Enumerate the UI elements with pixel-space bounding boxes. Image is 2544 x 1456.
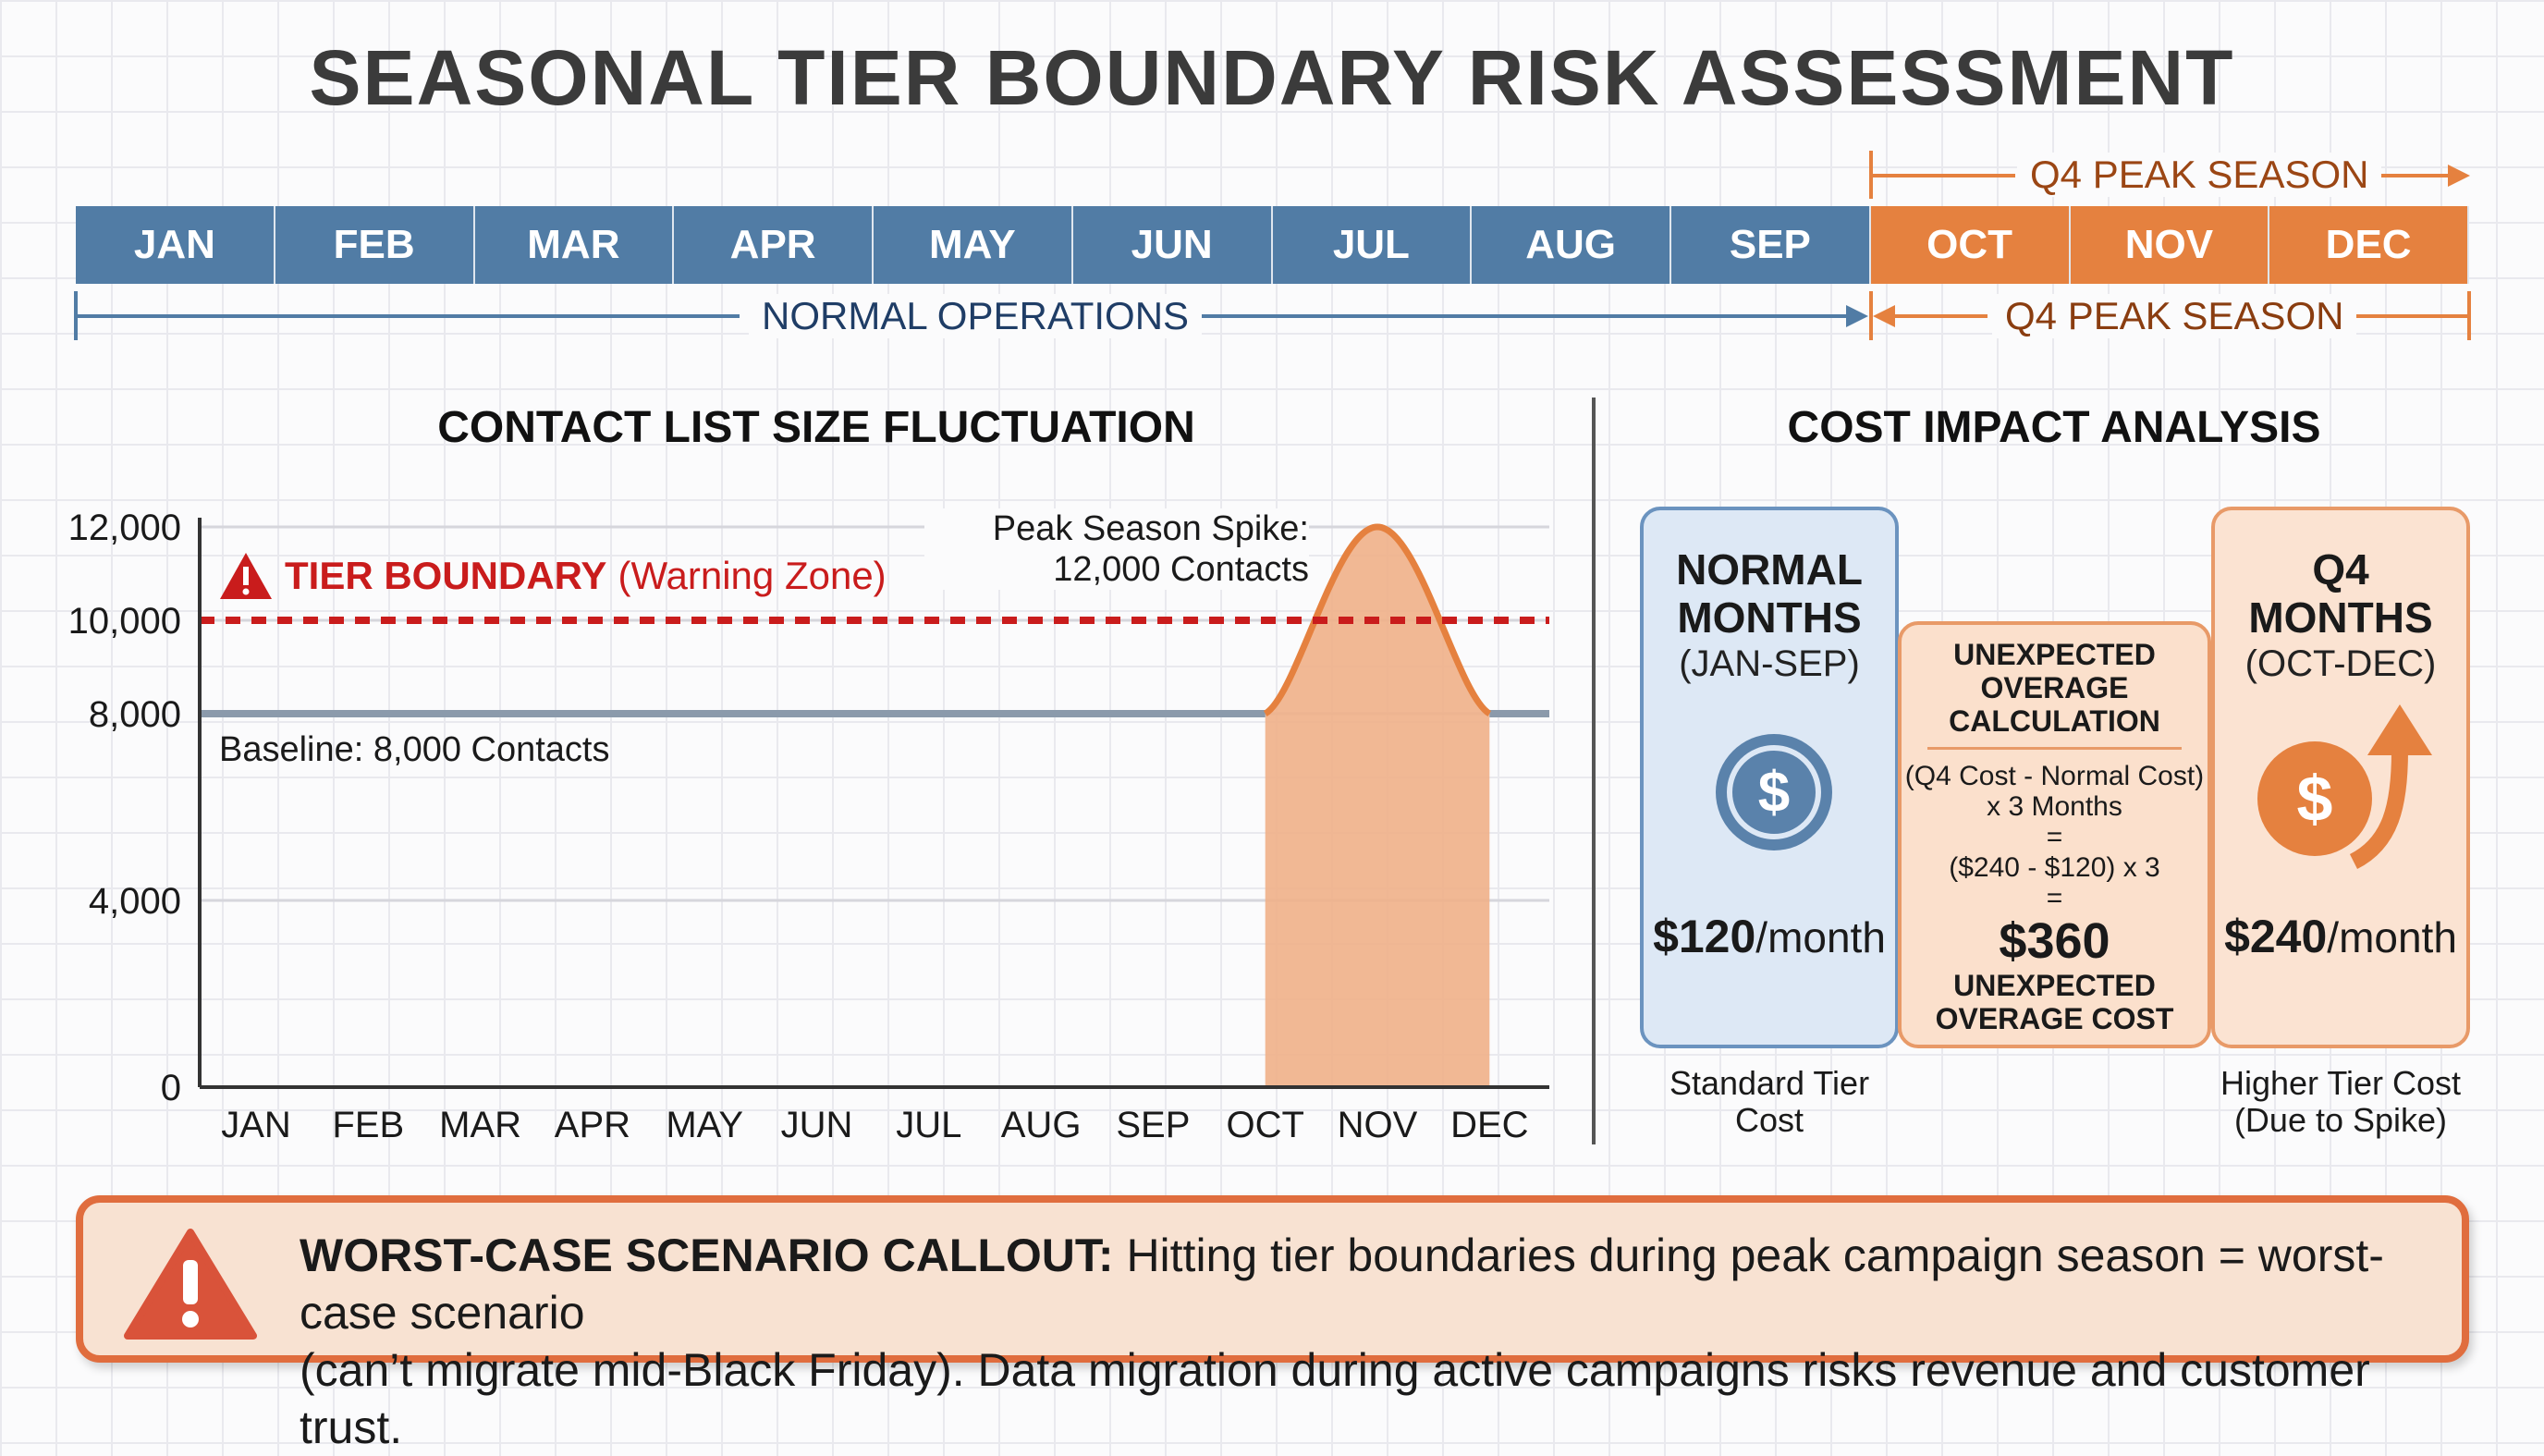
normal-price-amount: $120 — [1653, 911, 1756, 962]
normal-price-unit: /month — [1755, 913, 1886, 961]
worst-case-callout: WORST-CASE SCENARIO CALLOUT: Hitting tie… — [76, 1195, 2469, 1453]
y-tick-label: 10,000 — [68, 601, 181, 642]
x-tick-label: JUL — [896, 1105, 961, 1145]
overage-amount: $360 — [1999, 913, 2110, 969]
month-cell-may: MAY — [874, 206, 1073, 284]
q4-card-title: Q4 MONTHS — [2248, 545, 2433, 642]
month-cell-apr: APR — [674, 206, 874, 284]
month-cell-mar: MAR — [474, 206, 675, 284]
overage-title-2: OVERAGE — [1980, 671, 2129, 704]
month-cell-jun: JUN — [1072, 206, 1273, 284]
page-title: SEASONAL TIER BOUNDARY RISK ASSESSMENT — [309, 34, 2235, 121]
month-cell-jan: JAN — [76, 206, 275, 284]
q4-price-unit: /month — [2327, 913, 2457, 961]
section-divider — [1592, 398, 1596, 1144]
month-cell-jul: JUL — [1272, 206, 1473, 284]
higher-caption-1: Higher Tier Cost — [2220, 1064, 2462, 1102]
dollar-coin-icon: $ — [1716, 734, 1832, 850]
overage-calculation-card: UNEXPECTED OVERAGE CALCULATION (Q4 Cost … — [1898, 621, 2211, 1048]
chart-title: CONTACT LIST SIZE FLUCTUATION — [437, 403, 1195, 452]
svg-text:$: $ — [1758, 761, 1790, 825]
dollar-up-arrow-icon: $ — [2257, 704, 2432, 870]
overage-sub-1: UNEXPECTED — [1953, 969, 2156, 1002]
callout-text-2: (can’t migrate mid-Black Friday). Data m… — [300, 1344, 2370, 1453]
overage-divider — [1927, 747, 2182, 750]
x-tick-label: MAY — [666, 1105, 743, 1145]
peak-annotation-line1: Peak Season Spike: — [992, 509, 1309, 548]
standard-caption-1: Standard Tier — [1669, 1064, 1870, 1102]
callout-text: WORST-CASE SCENARIO CALLOUT: Hitting tie… — [300, 1227, 2462, 1456]
formula-line-1: (Q4 Cost - Normal Cost) — [1904, 761, 2205, 791]
normal-operations-label: NORMAL OPERATIONS — [749, 294, 1203, 338]
formula-line-3: ($240 - $120) x 3 — [1949, 852, 2160, 883]
cost-title: COST IMPACT ANALYSIS — [1787, 403, 2321, 452]
month-cell-aug: AUG — [1472, 206, 1671, 284]
overage-subtitle: UNEXPECTED OVERAGE COST — [1902, 969, 2208, 1035]
y-tick-label: 12,000 — [68, 508, 181, 548]
normal-card-title-1: NORMAL — [1676, 545, 1863, 593]
y-tick-label: 4,000 — [89, 881, 181, 922]
callout-text-1: Hitting tier boundaries during peak camp… — [300, 1230, 2384, 1339]
overage-formula: (Q4 Cost - Normal Cost) x 3 Months = ($2… — [1902, 761, 2208, 913]
month-bar: JAN FEB MAR APR MAY JUN JUL AUG SEP OCT NOV DEC — [76, 206, 2469, 284]
overage-sub-2: OVERAGE COST — [1935, 1002, 2174, 1035]
formula-equals-2: = — [2046, 883, 2063, 913]
x-tick-label: JAN — [221, 1105, 291, 1145]
q4-card-range: (OCT-DEC) — [2244, 643, 2437, 684]
higher-tier-caption: Higher Tier Cost (Due to Spike) — [2193, 1065, 2489, 1139]
peak-annotation: Peak Season Spike: 12,000 Contacts — [924, 508, 1309, 590]
month-cell-dec: DEC — [2269, 206, 2469, 284]
x-tick-label: NOV — [1338, 1105, 1418, 1145]
tier-boundary-text: TIER BOUNDARY — [285, 554, 607, 597]
x-tick-label: AUG — [1001, 1105, 1082, 1145]
y-tick-label: 0 — [161, 1068, 181, 1108]
month-cell-oct: OCT — [1870, 206, 2071, 284]
normal-card-range: (JAN-SEP) — [1679, 643, 1860, 684]
x-tick-label: FEB — [332, 1105, 404, 1145]
baseline-annotation: Baseline: 8,000 Contacts — [219, 730, 610, 769]
warning-icon — [220, 553, 272, 599]
standard-tier-caption: Standard Tier Cost — [1640, 1065, 1899, 1139]
overage-title-1: UNEXPECTED — [1953, 638, 2156, 671]
overage-card-title: UNEXPECTED OVERAGE CALCULATION — [1902, 638, 2208, 738]
q4-peak-season-label-bottom: Q4 PEAK SEASON — [1992, 294, 2357, 338]
tier-boundary-label: TIER BOUNDARY (Warning Zone) — [218, 551, 887, 601]
q4-price-amount: $240 — [2224, 911, 2328, 962]
normal-months-card: NORMAL MONTHS (JAN-SEP) $ $120/month — [1640, 507, 1899, 1048]
overage-title-3: CALCULATION — [1949, 704, 2160, 738]
x-tick-label: DEC — [1450, 1105, 1528, 1145]
x-tick-label: JUN — [781, 1105, 853, 1145]
higher-caption-2: (Due to Spike) — [2233, 1101, 2448, 1139]
peak-annotation-line2: 12,000 Contacts — [1053, 550, 1309, 589]
warning-icon — [124, 1229, 257, 1340]
x-tick-label: APR — [555, 1105, 630, 1145]
normal-card-title-2: MONTHS — [1677, 593, 1862, 642]
q4-peak-season-label-top: Q4 PEAK SEASON — [2017, 153, 2382, 197]
month-cell-feb: FEB — [275, 206, 475, 284]
y-tick-label: 8,000 — [89, 694, 181, 735]
q4-price: $240/month — [2215, 910, 2466, 963]
x-tick-label: MAR — [439, 1105, 521, 1145]
svg-text:$: $ — [2297, 763, 2333, 835]
x-tick-label: OCT — [1226, 1105, 1303, 1145]
warning-zone-text: (Warning Zone) — [618, 554, 887, 597]
q4-months-card: Q4 MONTHS (OCT-DEC) $ $240/month — [2211, 507, 2470, 1048]
standard-caption-2: Cost — [1734, 1101, 1804, 1139]
normal-price: $120/month — [1644, 910, 1895, 963]
formula-line-2: x 3 Months — [1987, 791, 2122, 822]
x-tick-label: SEP — [1116, 1105, 1190, 1145]
callout-heading: WORST-CASE SCENARIO CALLOUT: — [300, 1230, 1114, 1281]
month-cell-nov: NOV — [2070, 206, 2270, 284]
formula-equals-1: = — [2046, 822, 2063, 852]
spike-area — [1265, 527, 1490, 1087]
month-cell-sep: SEP — [1671, 206, 1871, 284]
